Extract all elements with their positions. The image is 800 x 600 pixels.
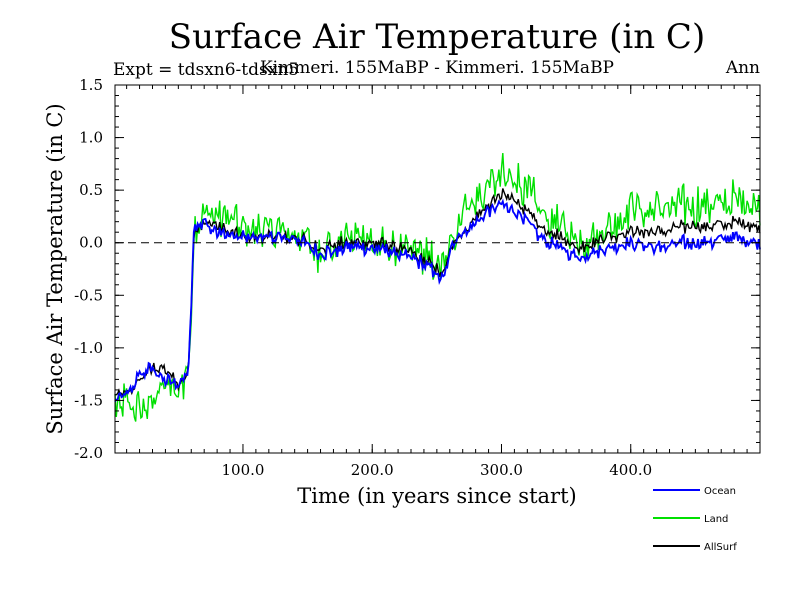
x-tick-label: 200.0 bbox=[351, 461, 394, 479]
x-tick-label: 400.0 bbox=[609, 461, 652, 479]
series-line-land bbox=[114, 152, 761, 422]
chart-subtitle-center: Kimmeri. 155MaBP - Kimmeri. 155MaBP bbox=[260, 58, 614, 78]
series-line-allsurf bbox=[114, 188, 761, 398]
y-axis-label: Surface Air Temperature (in C) bbox=[43, 103, 67, 434]
y-tick-label: -1.5 bbox=[74, 391, 103, 409]
y-tick-label: 1.5 bbox=[79, 76, 103, 94]
y-tick-label: 0.0 bbox=[79, 234, 103, 252]
chart-subtitle-left: Expt = tdsxn6-tdsxn5 bbox=[113, 60, 299, 80]
chart-title: Surface Air Temperature (in C) bbox=[169, 17, 705, 57]
ticks-layer: -2.0 -1.5 -1.0 -0.5 0.0 0.5 1.0 1.5 100.0 200.0 30… bbox=[74, 76, 760, 479]
x-tick-label: 100.0 bbox=[221, 461, 264, 479]
y-tick-label: 1.0 bbox=[79, 129, 103, 147]
legend-label-allsurf: AllSurf bbox=[704, 542, 737, 553]
legend: Ocean Land AllSurf bbox=[653, 486, 737, 553]
x-tick-label: 300.0 bbox=[480, 461, 523, 479]
series-line-ocean bbox=[114, 198, 761, 403]
y-tick-label: -2.0 bbox=[74, 444, 103, 462]
y-tick-label: -1.0 bbox=[74, 339, 103, 357]
y-tick-label: 0.5 bbox=[79, 181, 103, 199]
series-layer bbox=[114, 152, 761, 422]
y-tick-label: -0.5 bbox=[74, 286, 103, 304]
x-axis-label: Time (in years since start) bbox=[297, 484, 576, 508]
chart-subtitle-right: Ann bbox=[725, 58, 760, 78]
legend-label-ocean: Ocean bbox=[704, 486, 736, 497]
legend-label-land: Land bbox=[704, 514, 728, 525]
plot-frame bbox=[114, 84, 761, 454]
